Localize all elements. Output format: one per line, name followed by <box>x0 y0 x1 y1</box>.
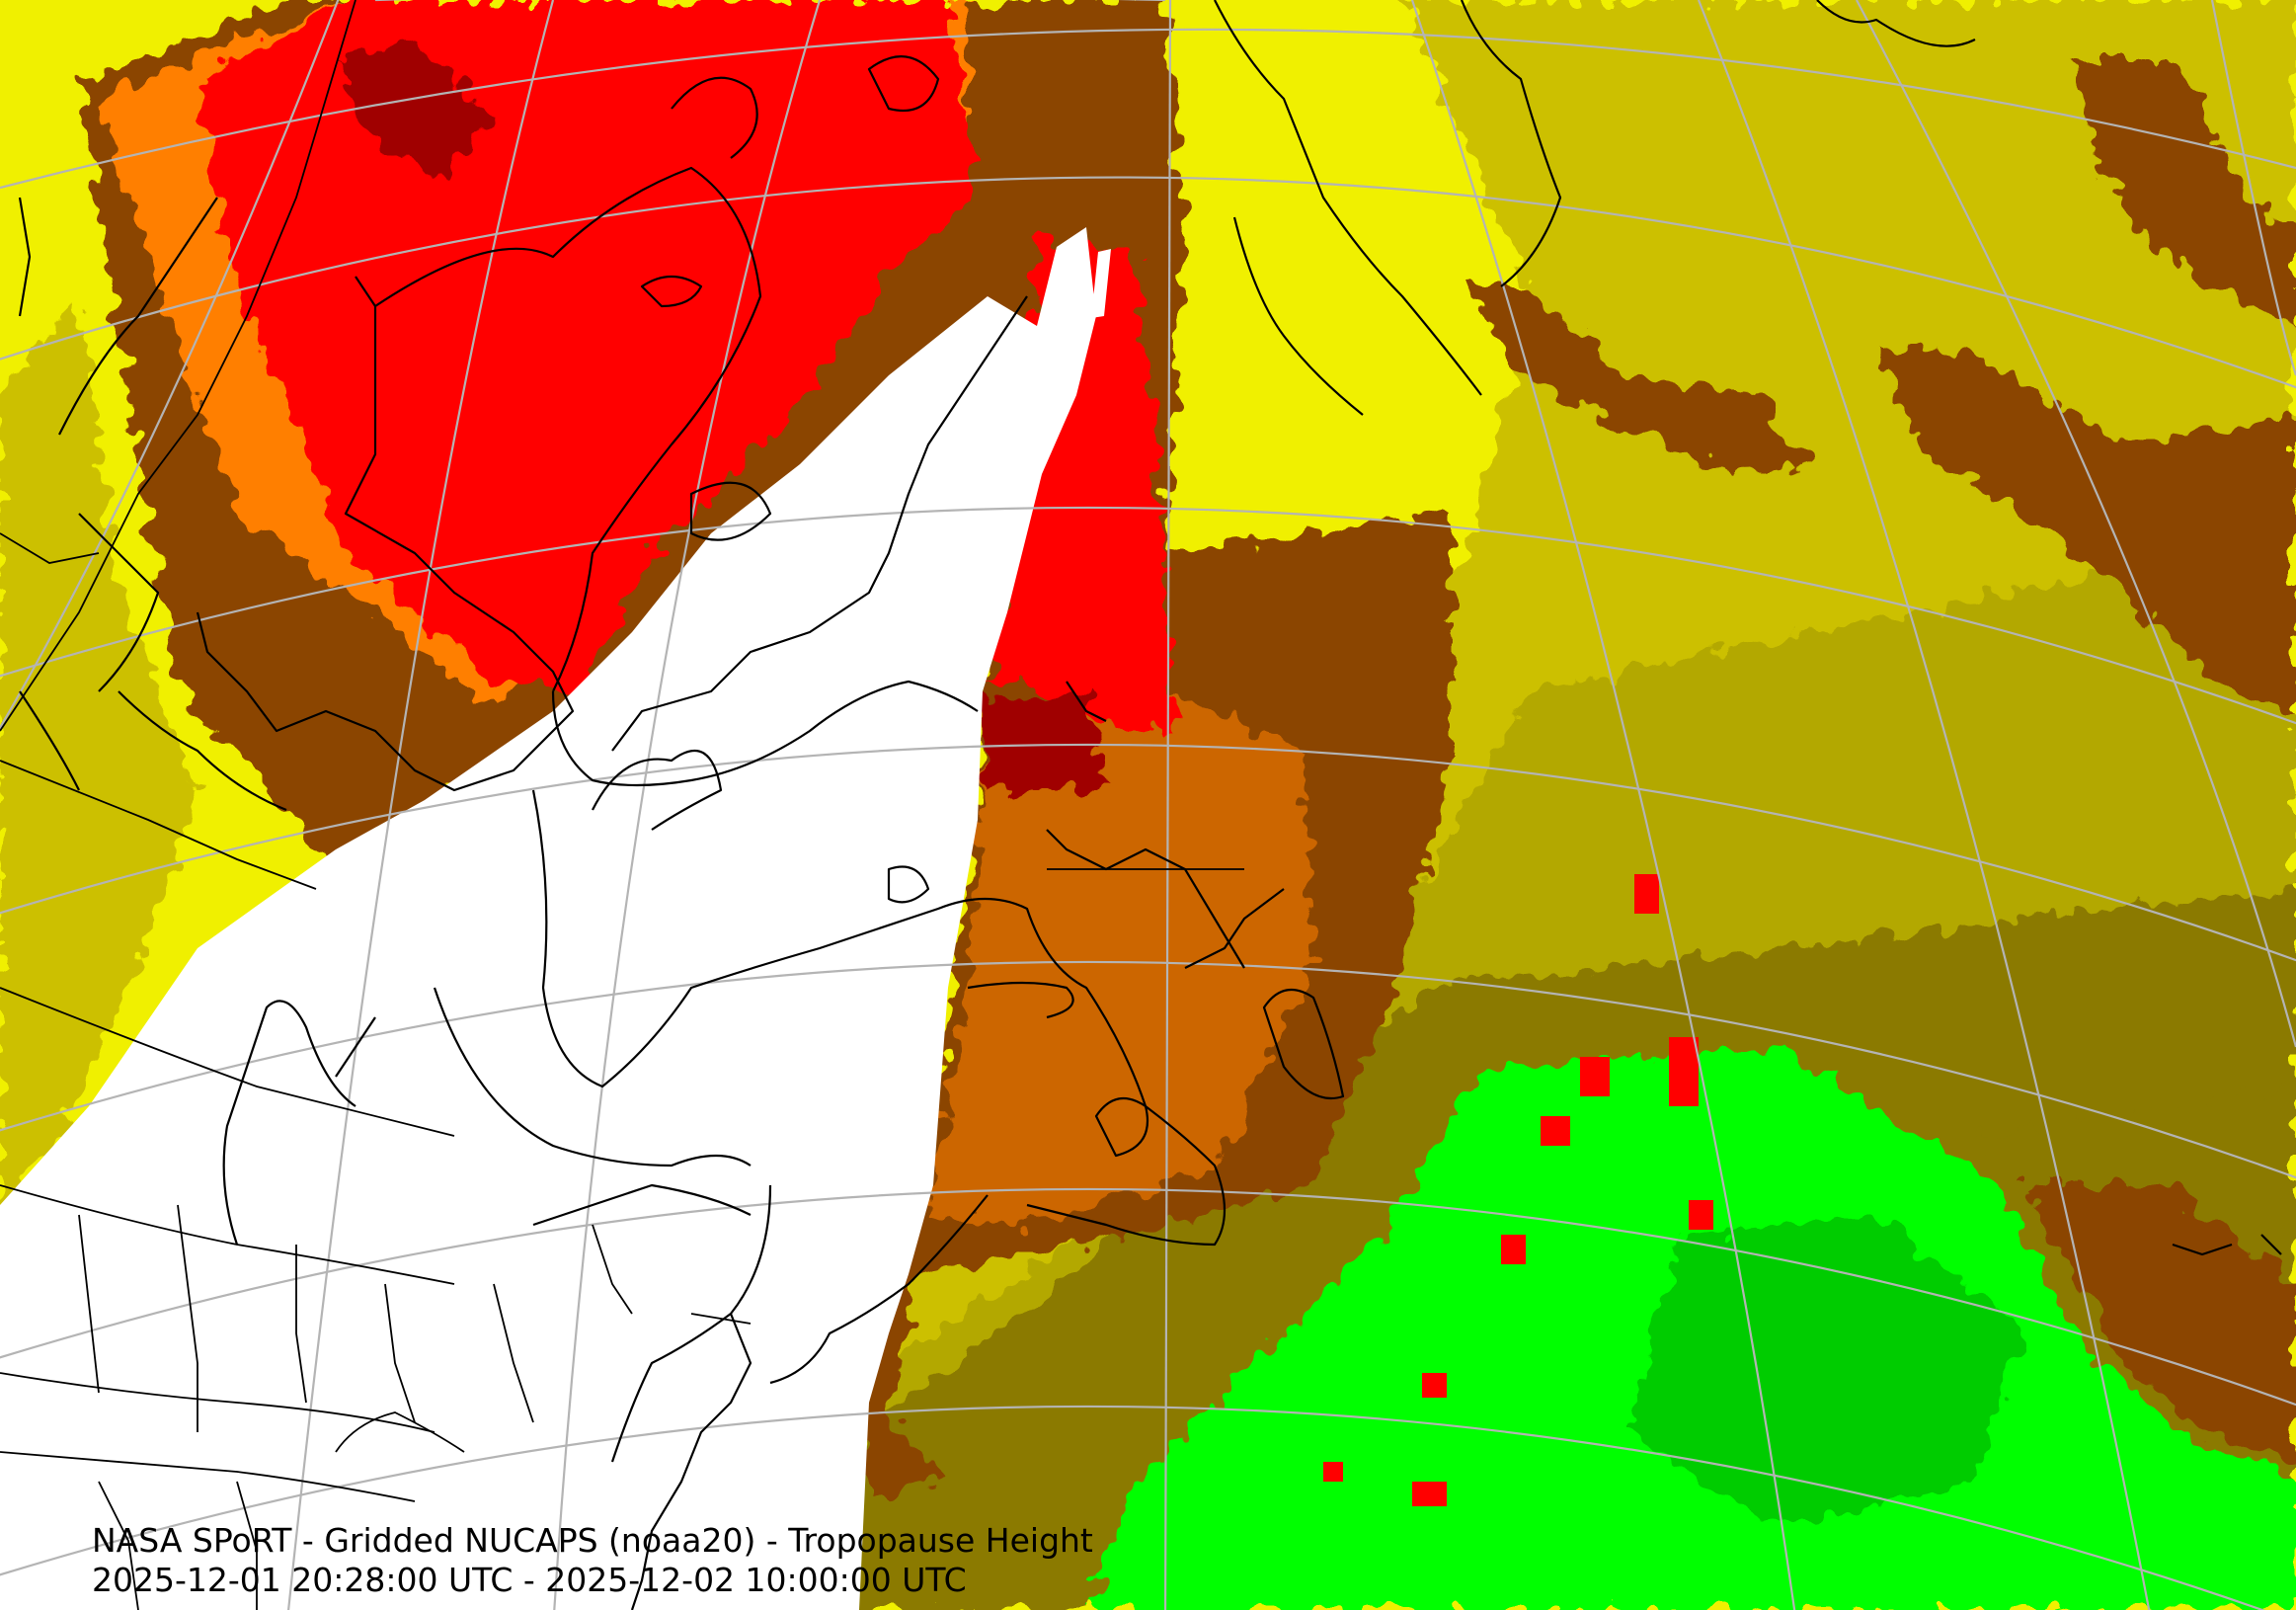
field-brown-ne-band <box>1876 346 2296 711</box>
political-boundaries <box>0 0 1244 1610</box>
map-caption: NASA SPoRT - Gridded NUCAPS (noaa20) - T… <box>92 1521 1093 1600</box>
field-darkred-north <box>336 40 494 178</box>
no-data-slit <box>1091 249 1111 318</box>
coastlines <box>18 0 2282 1610</box>
field-red-core <box>198 0 978 691</box>
field-brown-central-band <box>1462 277 1807 474</box>
no-data-swath <box>0 227 1096 1610</box>
field-red-specks <box>1323 874 1713 1506</box>
map-time-range: 2025-12-01 20:28:00 UTC - 2025-12-02 10:… <box>92 1561 967 1599</box>
field-brown-greenland-east <box>2074 59 2296 326</box>
field-khaki-west <box>0 296 198 1215</box>
field-darkred-patch <box>978 691 1106 790</box>
field-darkgreen-patch <box>1629 1215 2024 1531</box>
map-title: NASA SPoRT - Gridded NUCAPS (noaa20) - T… <box>92 1521 1093 1560</box>
field-brown-se-olive <box>2024 1185 2296 1462</box>
field-lightbrown-atlantic <box>928 691 1313 1225</box>
